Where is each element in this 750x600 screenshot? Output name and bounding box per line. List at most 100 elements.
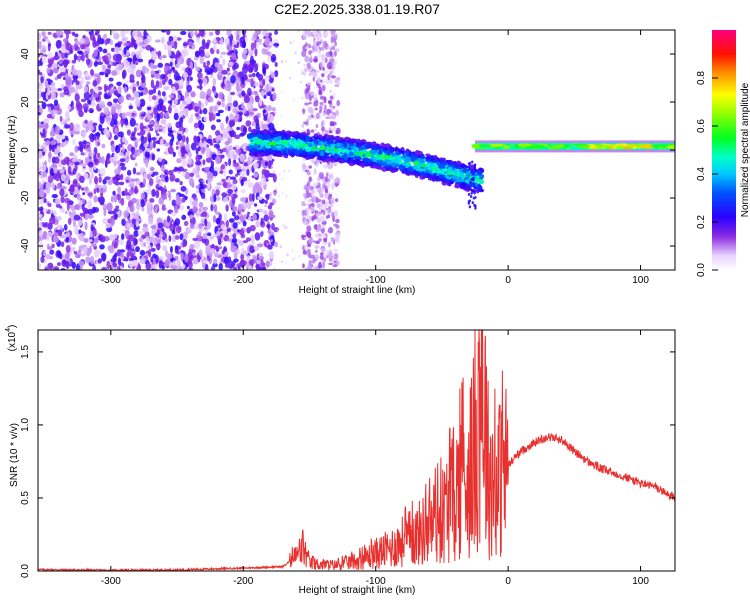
faint-noise-cell (334, 236, 340, 242)
noise-cell (166, 215, 171, 223)
noise-cell (159, 111, 164, 120)
signal-cell (259, 152, 266, 156)
noise-cell (135, 98, 141, 107)
noise-cell (64, 30, 71, 35)
noise-cell (258, 266, 266, 270)
noise-cell (60, 134, 66, 140)
noise-cell (63, 179, 69, 185)
noise-cell (41, 55, 47, 64)
noise-cell (229, 91, 236, 96)
signal-cell (476, 169, 482, 176)
noise-cell (233, 266, 238, 270)
noise-cell (226, 227, 232, 233)
noise-cell (120, 197, 125, 206)
noise-cell (271, 57, 276, 61)
noise-cell (215, 211, 221, 215)
faint-noise-cell (321, 199, 326, 205)
noise-cell (257, 73, 264, 81)
noise-cell (85, 58, 91, 65)
noise-cell (232, 146, 237, 150)
noise-cell (241, 170, 246, 178)
faint-noise-cell (268, 221, 271, 225)
noise-cell (198, 201, 204, 209)
signal-cell (254, 144, 258, 149)
faint-noise-cell (310, 129, 315, 133)
signal-cell (458, 179, 465, 183)
noise-cell (119, 249, 126, 253)
noise-cell (136, 198, 140, 207)
noise-cell (216, 182, 223, 186)
noise-cell (113, 98, 118, 104)
noise-cell (117, 131, 124, 138)
noise-cell (87, 161, 94, 168)
signal-cell (385, 159, 392, 163)
noise-cell (242, 220, 247, 227)
noise-cell (140, 192, 146, 200)
noise-cell (124, 188, 128, 196)
noise-cell (220, 51, 227, 55)
tail-cell (469, 194, 473, 198)
faint-noise-cell (304, 89, 308, 95)
noise-cell (77, 219, 83, 226)
noise-cell (204, 99, 209, 106)
noise-cell (206, 43, 209, 50)
noise-cell (156, 148, 161, 152)
faint-noise-cell (322, 66, 325, 71)
noise-cell (228, 218, 235, 223)
noise-cell (74, 161, 80, 166)
noise-cell (271, 107, 276, 112)
faint-noise-cell (301, 163, 306, 170)
signal-cell (414, 171, 419, 176)
noise-cell (189, 243, 195, 250)
noise-cell (148, 217, 154, 225)
signal-cell (401, 169, 405, 174)
noise-cell (80, 76, 84, 85)
noise-cell (164, 123, 168, 129)
noise-cell (260, 217, 264, 225)
noise-cell (253, 115, 259, 123)
noise-cell (264, 199, 268, 205)
noise-cell (192, 252, 196, 256)
noise-cell (59, 169, 65, 174)
noise-cell (167, 146, 174, 155)
signal-cell (391, 154, 395, 158)
signal-cell (344, 155, 348, 161)
noise-cell (194, 240, 200, 250)
noise-cell (230, 176, 237, 180)
noise-cell (129, 85, 133, 90)
faint-noise-cell (314, 254, 320, 261)
noise-cell (243, 213, 248, 218)
faint-noise-cell (321, 228, 325, 235)
faint-noise-cell (333, 249, 339, 252)
noise-cell (124, 30, 129, 34)
noise-cell (158, 126, 166, 130)
noise-cell (168, 191, 172, 201)
noise-cell (168, 130, 174, 134)
noise-cell (42, 128, 46, 137)
noise-cell (251, 72, 256, 78)
noise-cell (65, 110, 70, 119)
faint-noise-cell (282, 224, 285, 228)
signal-cell (388, 166, 394, 172)
signal-cell (407, 166, 414, 173)
noise-cell (139, 129, 146, 136)
noise-cell (47, 222, 53, 230)
noise-cell (111, 47, 116, 52)
noise-cell (219, 233, 223, 238)
noise-cell (157, 62, 164, 68)
noise-cell (179, 181, 183, 186)
noise-cell (123, 210, 130, 218)
faint-noise-cell (301, 72, 304, 76)
noise-cell (205, 51, 210, 57)
noise-cell (75, 80, 80, 86)
faint-noise-cell (285, 261, 288, 265)
noise-cell (195, 160, 202, 166)
noise-cell (169, 246, 173, 253)
noise-cell (102, 64, 107, 73)
faint-noise-cell (329, 121, 335, 127)
noise-cell (174, 98, 178, 105)
noise-cell (153, 85, 157, 91)
noise-cell (76, 182, 80, 187)
faint-noise-cell (266, 242, 269, 246)
noise-cell (120, 118, 124, 128)
